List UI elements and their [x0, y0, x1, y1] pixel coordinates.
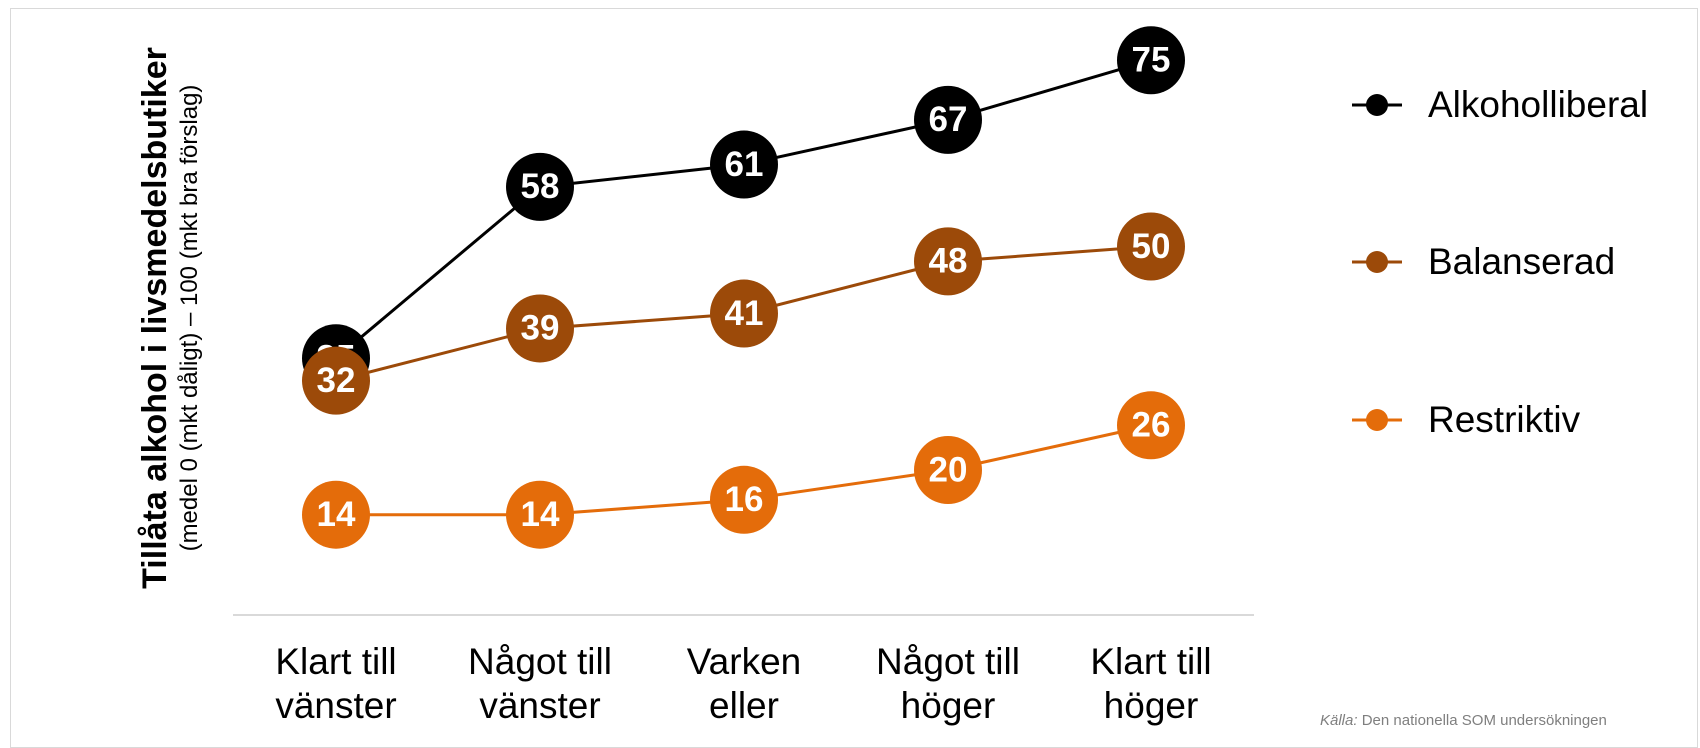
data-label: 50: [1132, 227, 1171, 266]
data-point: [506, 294, 574, 363]
y-axis-sublabel: (medel 0 (mkt dåligt) – 100 (mkt bra för…: [176, 84, 203, 552]
data-label: 39: [521, 309, 560, 348]
data-point: [914, 227, 982, 296]
data-label: 48: [929, 242, 968, 281]
x-tick-label: Något till höger: [876, 641, 1020, 726]
legend-marker: [1366, 251, 1388, 273]
data-label: 16: [725, 480, 764, 519]
data-label: 61: [725, 145, 764, 184]
legend-label: Restriktiv: [1428, 399, 1581, 440]
data-point: [1117, 391, 1185, 460]
data-label: 14: [521, 495, 560, 534]
x-tick-label: Varken eller: [686, 641, 802, 726]
data-point: [1117, 212, 1185, 281]
data-point: [710, 465, 778, 534]
data-label: 75: [1132, 41, 1171, 80]
data-label: 41: [725, 294, 764, 333]
data-label: 32: [317, 361, 356, 400]
data-point: [710, 130, 778, 199]
source-text: Den nationella SOM undersökningen: [1361, 712, 1607, 729]
data-label: 67: [929, 100, 968, 139]
y-axis-title: Tillåta alkohol i livsmedelsbutiker (med…: [135, 23, 205, 613]
legend-label: Alkoholliberal: [1428, 84, 1648, 125]
legend-marker: [1366, 409, 1388, 431]
data-point: [710, 279, 778, 348]
data-label: 14: [317, 495, 356, 534]
legend-marker: [1366, 94, 1388, 116]
data-label: 58: [521, 167, 560, 206]
data-point: [302, 346, 370, 415]
data-point: [914, 85, 982, 154]
data-point: [1117, 26, 1185, 95]
x-tick-label: Klart till höger: [1090, 641, 1212, 726]
y-axis-label: Tillåta alkohol i livsmedelsbutiker: [136, 47, 174, 589]
source: Källa: Den nationella SOM undersökningen: [1320, 712, 1607, 729]
legend-label: Balanserad: [1428, 241, 1615, 282]
data-label: 26: [1132, 406, 1171, 445]
x-tick-label: Något till vänster: [468, 641, 612, 726]
data-point: [506, 480, 574, 549]
data-point: [506, 152, 574, 221]
source-label: Källa:: [1320, 712, 1358, 729]
x-tick-label: Klart till vänster: [275, 641, 397, 726]
data-point: [302, 480, 370, 549]
data-point: [914, 436, 982, 504]
data-label: 20: [929, 450, 968, 489]
